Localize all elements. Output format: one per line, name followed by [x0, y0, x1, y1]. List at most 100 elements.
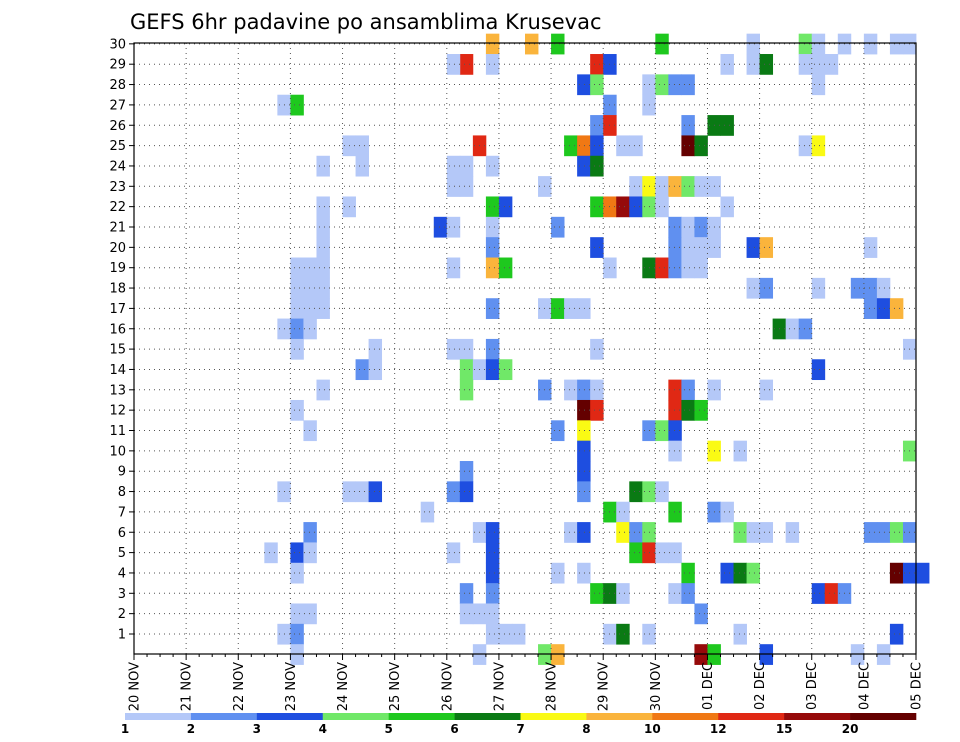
heatmap-cell	[668, 440, 682, 462]
heatmap-cell	[668, 257, 682, 279]
heatmap-cell	[746, 237, 760, 258]
heatmap-cell	[355, 135, 369, 157]
heatmap-cell	[355, 481, 369, 503]
heatmap-cell	[759, 522, 774, 543]
heatmap-cell	[668, 216, 682, 238]
heatmap-cell	[733, 562, 747, 584]
y-tick-label: 3	[118, 587, 126, 602]
y-tick-label: 26	[109, 119, 126, 134]
heatmap-cell	[629, 481, 643, 503]
heatmap-cell	[590, 155, 604, 177]
heatmap-cell	[577, 74, 591, 96]
heatmap-cell	[498, 257, 513, 279]
heatmap-cell	[290, 338, 304, 360]
heatmap-cell	[577, 420, 591, 442]
heatmap-cell	[316, 277, 330, 299]
colorbar-segment	[652, 713, 719, 720]
heatmap-cell	[746, 522, 760, 543]
heatmap-cell	[303, 257, 317, 279]
heatmap-cell	[498, 359, 513, 381]
colorbar-tick-label: 5	[384, 722, 392, 736]
y-tick-label: 29	[109, 58, 126, 73]
heatmap-cell	[863, 277, 878, 299]
heatmap-cell	[720, 54, 734, 75]
heatmap-cell	[655, 33, 669, 55]
x-tick-label: 28 NOV	[545, 662, 560, 711]
heatmap-cell	[485, 359, 500, 381]
heatmap-cell	[694, 257, 708, 279]
heatmap-cell	[264, 542, 278, 564]
heatmap-cell	[485, 54, 500, 75]
heatmap-cell	[811, 54, 826, 75]
heatmap-cell	[824, 54, 839, 75]
heatmap-cell	[577, 399, 591, 421]
colorbar-segment	[322, 713, 389, 720]
heatmap-cell	[590, 115, 604, 136]
heatmap-cell	[485, 33, 500, 55]
y-tick-label: 19	[109, 261, 126, 276]
heatmap-cell	[485, 196, 500, 218]
heatmap-cell	[616, 135, 630, 157]
heatmap-cell	[629, 135, 643, 157]
heatmap-cell	[681, 115, 695, 136]
y-tick-label: 27	[109, 98, 126, 113]
y-tick-label: 9	[118, 465, 126, 480]
heatmap-cell	[616, 623, 630, 645]
heatmap-cell	[446, 155, 461, 177]
heatmap-cell	[446, 176, 461, 197]
y-tick-label: 8	[118, 485, 126, 500]
y-tick-label: 20	[109, 241, 126, 256]
heatmap-cell	[446, 257, 461, 279]
x-tick-label: 04 DEC	[857, 662, 872, 710]
heatmap-cell	[590, 379, 604, 401]
heatmap-cell	[681, 74, 695, 96]
y-tick-label: 25	[109, 139, 126, 154]
heatmap-cell	[720, 501, 734, 523]
x-tick-label: 27 NOV	[492, 662, 507, 711]
colorbar-segment	[718, 713, 785, 720]
heatmap-cell	[290, 257, 304, 279]
heatmap-cell	[303, 318, 317, 340]
heatmap-cell	[824, 583, 839, 604]
heatmap-cell	[668, 583, 682, 604]
heatmap-cell	[498, 196, 513, 218]
heatmap-cell	[733, 522, 747, 543]
heatmap-cell	[303, 603, 317, 625]
plot-frame	[133, 42, 917, 655]
colorbar-tick-label: 4	[319, 722, 327, 736]
x-tick-label: 20 NOV	[128, 662, 143, 711]
heatmap-cell	[551, 298, 565, 319]
heatmap-cell	[590, 338, 604, 360]
heatmap-cell	[629, 542, 643, 564]
heatmap-cell	[446, 54, 461, 75]
y-tick-label: 12	[109, 404, 126, 419]
heatmap-cell	[668, 420, 682, 442]
heatmap-cell	[694, 603, 708, 625]
heatmap-cell	[290, 298, 304, 319]
heatmap-cell	[590, 196, 604, 218]
heatmap-cell	[577, 440, 591, 462]
heatmap-cell	[290, 542, 304, 564]
heatmap-cell	[811, 74, 826, 96]
colorbar-segment	[190, 713, 258, 720]
heatmap-cell	[433, 216, 448, 238]
heatmap-cell	[485, 338, 500, 360]
y-tick-label: 11	[109, 424, 126, 439]
heatmap-cell	[655, 481, 669, 503]
heatmap-cell	[889, 522, 904, 543]
heatmap-cell	[316, 379, 330, 401]
heatmap-cell	[368, 338, 383, 360]
heatmap-cell	[616, 522, 630, 543]
heatmap-cell	[368, 359, 383, 381]
y-tick-label: 14	[109, 363, 126, 378]
heatmap-cell	[420, 501, 435, 523]
x-tick-label: 26 NOV	[440, 662, 455, 711]
heatmap-cell	[889, 623, 904, 645]
y-tick-label: 5	[118, 546, 126, 561]
heatmap-cell	[564, 379, 578, 401]
colorbar-tick-label: 8	[582, 722, 590, 736]
heatmap-cell	[303, 277, 317, 299]
heatmap-cell	[668, 176, 682, 197]
heatmap-cell	[668, 237, 682, 258]
